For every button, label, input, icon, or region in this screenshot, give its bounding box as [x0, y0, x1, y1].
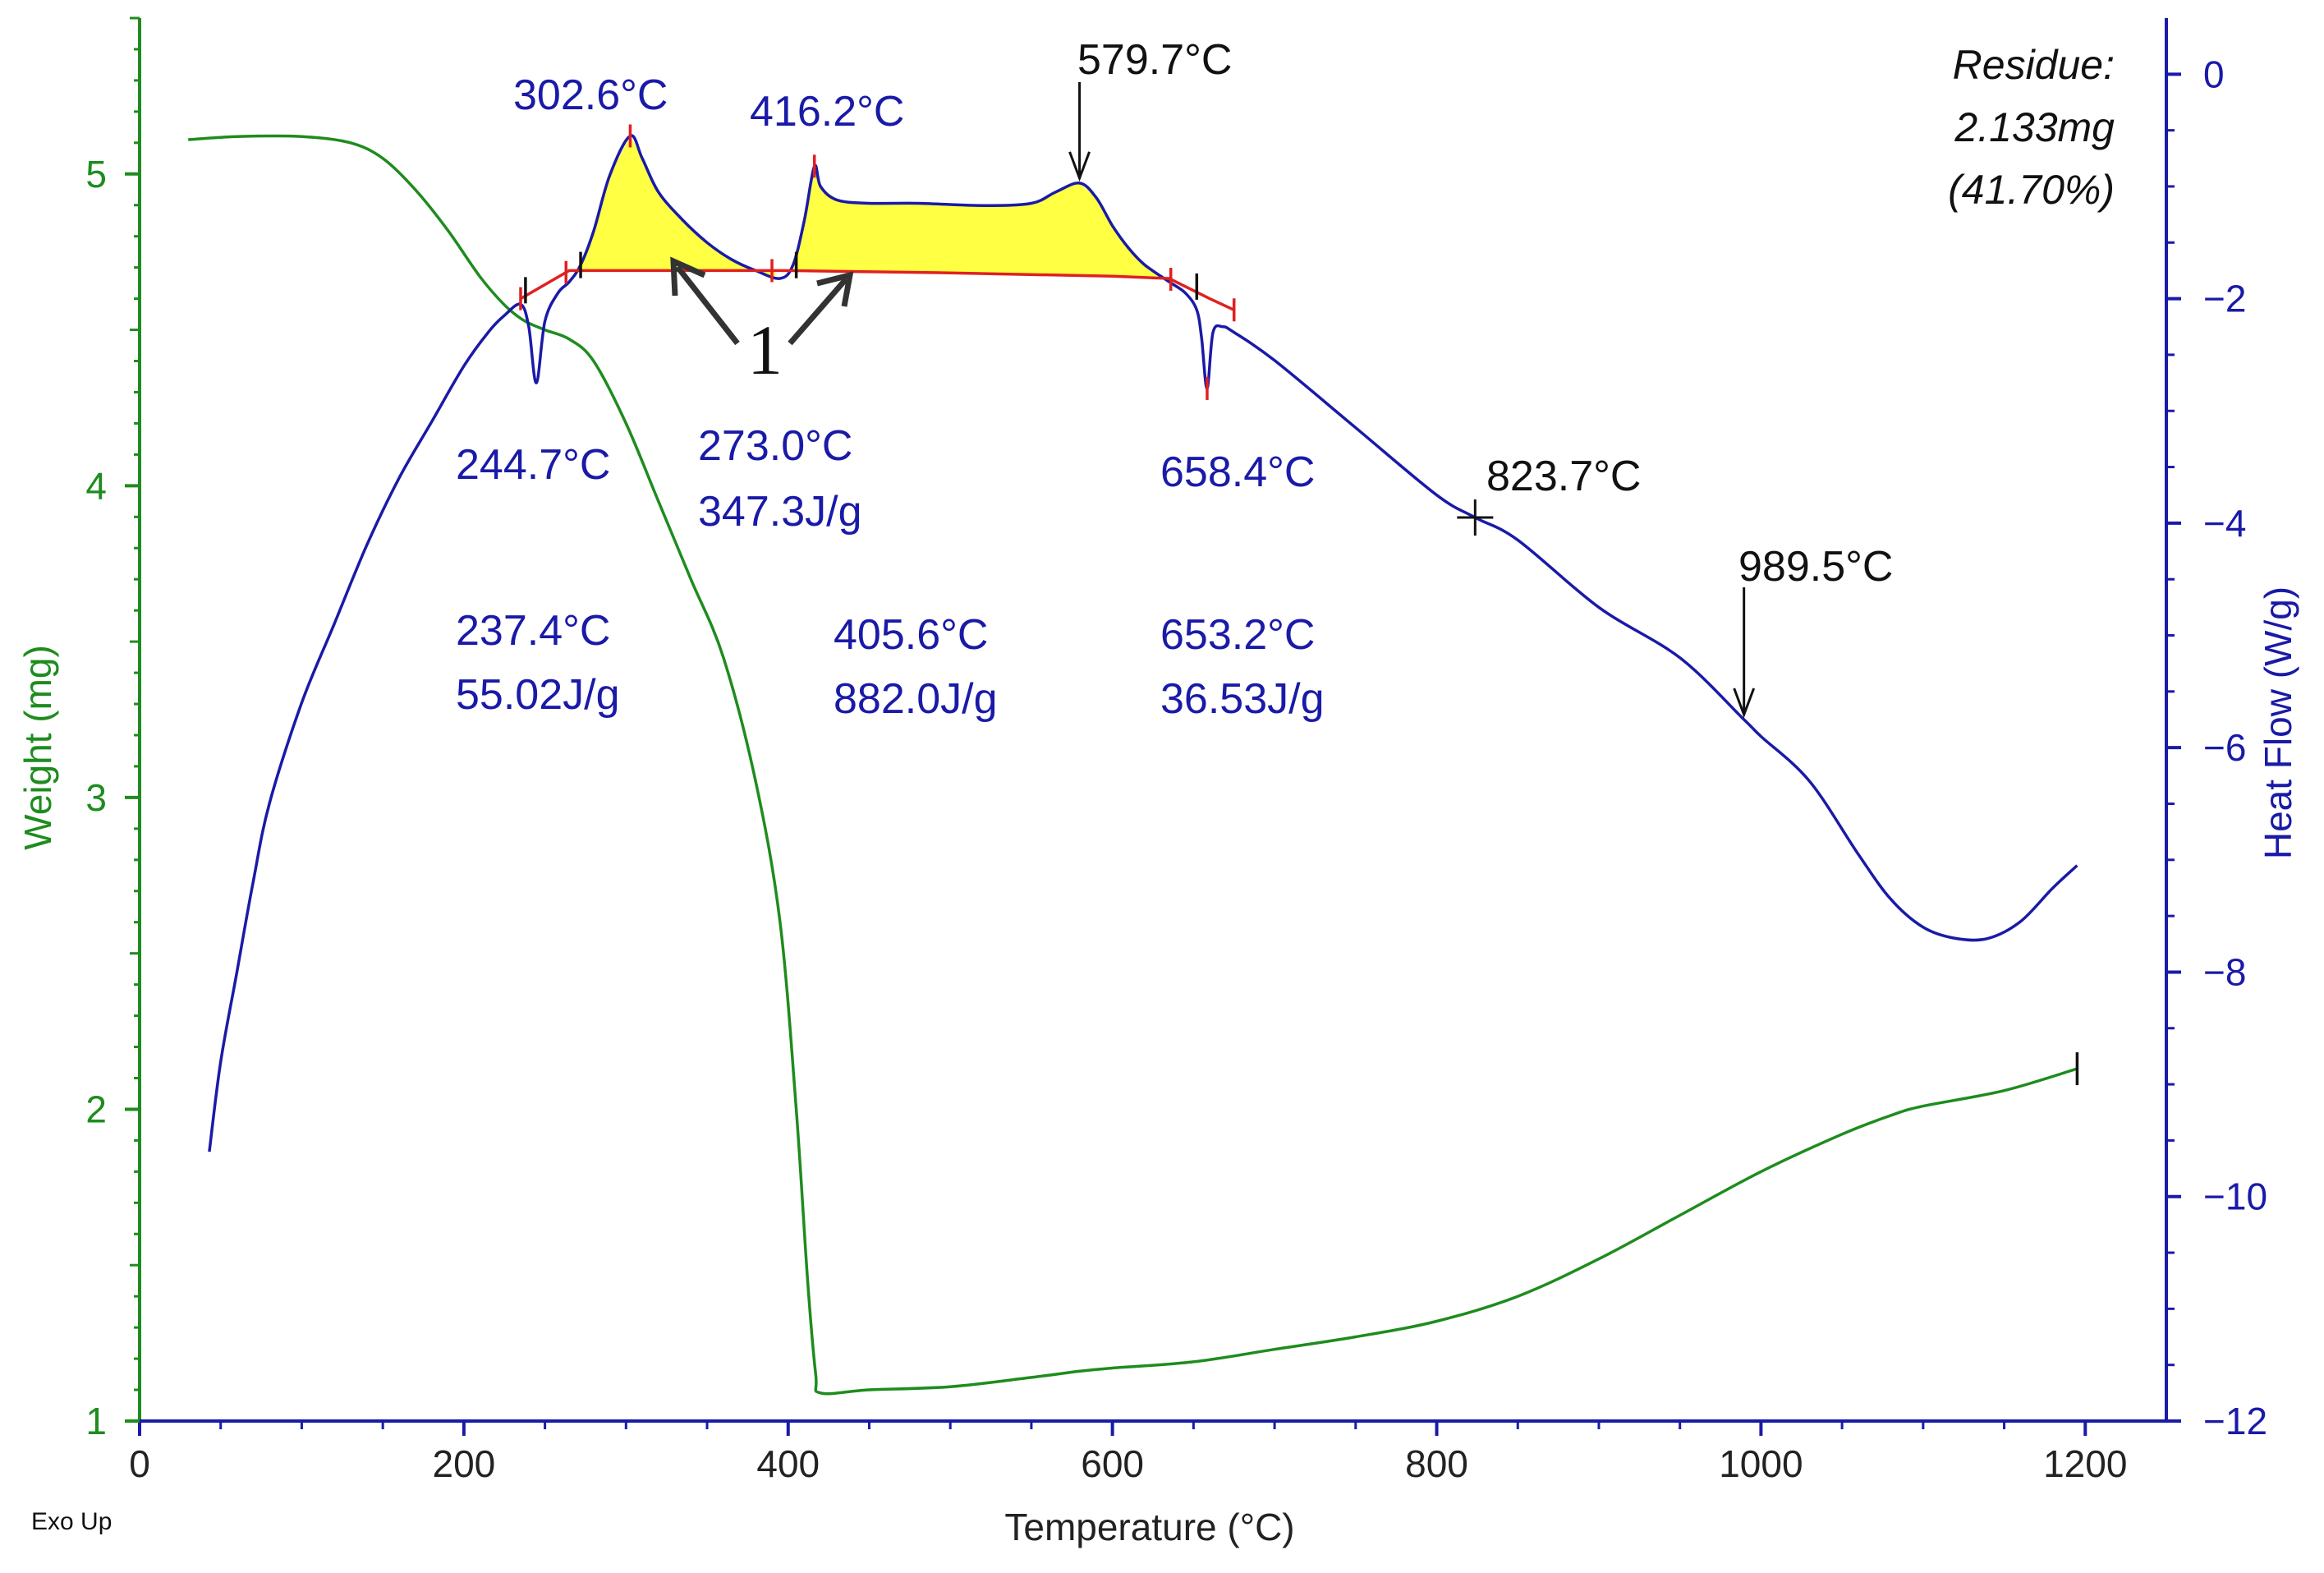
integration-enthalpy-36: 36.53J/g [1160, 675, 1325, 723]
peak-label-579: 579.7°C [1077, 36, 1232, 84]
exo-up-label: Exo Up [31, 1508, 112, 1535]
x-tick-label: 1200 [2043, 1442, 2127, 1485]
residue-percent: (41.70%) [1948, 167, 2115, 213]
area-marker-label: 1 [747, 310, 783, 389]
y-right-axis-title: Heat Flow (W/g) [2257, 586, 2299, 859]
peak-label-416: 416.2°C [750, 88, 904, 136]
integration-enthalpy-882: 882.0J/g [834, 675, 998, 723]
peak-label-244: 244.7°C [456, 441, 610, 489]
y-left-tick-label: 5 [85, 153, 107, 195]
arrow-989-head [1733, 688, 1756, 719]
integrated-area-fills [574, 136, 1161, 278]
axes: 0 200 400 600 800 1000 1200 1 2 3 4 5 0 −2 −4 −6 −8 −10 −1… [85, 16, 2267, 1485]
integration-enthalpy-55: 55.02J/g [456, 671, 620, 719]
integration-onset-237: 237.4°C [456, 607, 610, 655]
heat-flow-series-line [208, 134, 2078, 1152]
tick-marks-on-curve [519, 124, 2079, 1086]
y-right-tick-label: −10 [2203, 1175, 2267, 1218]
y-right-tick-label: −6 [2203, 726, 2246, 769]
baseline-series-line [520, 269, 1235, 311]
y-right-tick-label: −12 [2203, 1400, 2267, 1442]
x-tick-label: 400 [756, 1442, 820, 1485]
peak-label-658: 658.4°C [1160, 448, 1315, 496]
area-marker-arrows [670, 256, 854, 346]
integration-onset-405: 405.6°C [834, 611, 988, 659]
integration-enthalpy-347: 347.3J/g [698, 488, 862, 536]
x-axis-title: Temperature (°C) [1004, 1506, 1294, 1548]
integration-onset-273: 273.0°C [698, 422, 852, 470]
x-tick-label: 800 [1405, 1442, 1468, 1485]
residue-mass: 2.133mg [1954, 104, 2115, 150]
peak-label-989: 989.5°C [1738, 543, 1893, 591]
annotations [1068, 82, 1756, 719]
x-tick-label: 1000 [1719, 1442, 1803, 1485]
integration-onset-653: 653.2°C [1160, 611, 1315, 659]
arrow-579-head [1068, 151, 1091, 182]
residue-title: Residue: [1953, 42, 2115, 88]
peak-label-823: 823.7°C [1486, 453, 1641, 500]
integrated-area-peak-416-579 [791, 168, 1161, 278]
y-left-tick-label: 4 [85, 464, 107, 507]
y-left-tick-label: 2 [85, 1088, 107, 1130]
y-right-tick-label: 0 [2203, 53, 2225, 95]
y-right-tick-label: −8 [2203, 950, 2246, 993]
y-right-tick-label: −2 [2203, 278, 2246, 320]
y-left-axis-title: Weight (mg) [16, 645, 59, 850]
x-tick-label: 600 [1081, 1442, 1144, 1485]
y-right-tick-label: −4 [2203, 502, 2246, 545]
integrated-area-peak-302 [574, 136, 775, 278]
x-tick-label: 0 [129, 1442, 150, 1485]
weight-series-line [188, 134, 2078, 1396]
peak-label-302: 302.6°C [513, 71, 668, 119]
x-tick-label: 200 [433, 1442, 496, 1485]
series-layer [188, 134, 2078, 1396]
y-left-tick-label: 3 [85, 776, 107, 819]
y-left-tick-label: 1 [85, 1400, 107, 1442]
